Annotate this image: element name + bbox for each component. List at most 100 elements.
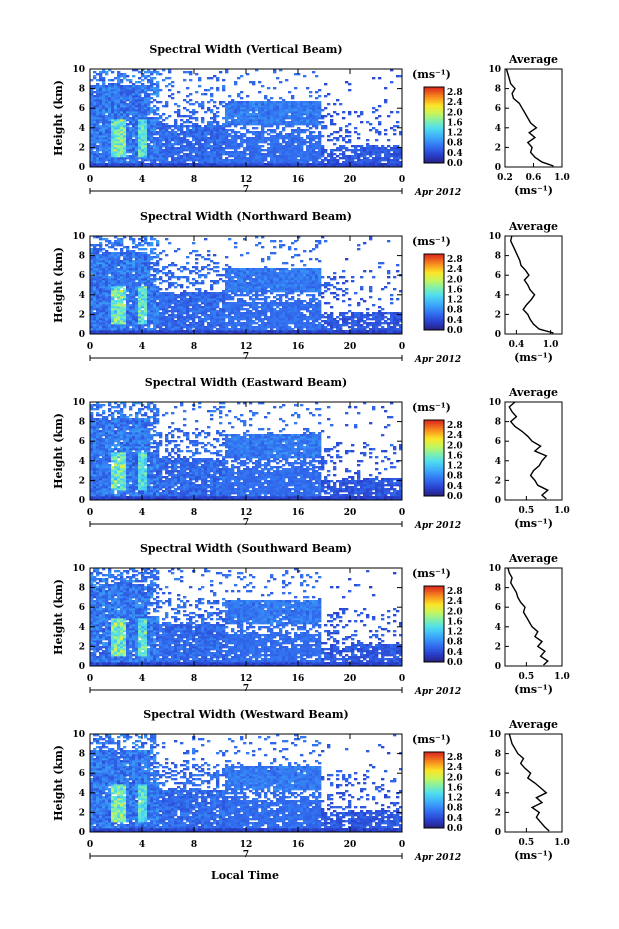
heatmap-cell — [360, 163, 364, 166]
heatmap-cell — [288, 103, 292, 106]
heatmap-cell — [117, 83, 121, 86]
heatmap-cell — [144, 145, 148, 148]
heatmap-cell — [93, 256, 97, 259]
heatmap-cell — [105, 135, 109, 138]
heatmap-cell — [258, 135, 262, 138]
heatmap-cell — [252, 314, 256, 317]
heatmap-cell — [342, 161, 346, 164]
heatmap-cell — [108, 280, 112, 283]
heatmap-cell — [246, 103, 250, 106]
heatmap-cell — [90, 280, 94, 283]
heatmap-cell — [93, 316, 97, 319]
heatmap-cell — [102, 318, 106, 321]
heatmap-cell — [96, 302, 100, 305]
heatmap-cell — [114, 89, 118, 92]
heatmap-cell — [180, 161, 184, 164]
heatmap-cell — [159, 135, 163, 138]
heatmap-cell — [102, 163, 106, 166]
heatmap-cell — [189, 314, 193, 317]
heatmap-cell — [249, 284, 253, 287]
heatmap-cell — [135, 85, 139, 88]
heatmap-cell — [138, 115, 142, 118]
heatmap-cell — [108, 310, 112, 313]
heatmap-cell — [111, 85, 115, 88]
heatmap-cell — [111, 87, 115, 90]
heatmap-cell — [144, 284, 148, 287]
heatmap-cell — [294, 155, 298, 158]
colorbar-segment — [424, 94, 444, 97]
heatmap-cell — [162, 139, 166, 142]
heatmap-cell — [234, 161, 238, 164]
heatmap-cell — [129, 280, 133, 283]
heatmap-cell — [165, 101, 169, 104]
heatmap-cell — [192, 123, 196, 126]
heatmap-cell — [102, 85, 106, 88]
heatmap-cell — [222, 324, 226, 327]
heatmap-cell — [90, 316, 94, 319]
heatmap-cell — [126, 151, 130, 154]
heatmap-cell — [102, 119, 106, 122]
heatmap-cell — [99, 304, 103, 307]
heatmap-cell — [135, 254, 139, 257]
heatmap-cell — [150, 304, 154, 307]
heatmap-cell — [237, 115, 241, 118]
heatmap-cell — [204, 131, 208, 134]
heatmap-cell — [96, 147, 100, 150]
heatmap-cell — [348, 83, 352, 86]
heatmap-cell — [96, 272, 100, 275]
heatmap-cell — [189, 308, 193, 311]
heatmap-cell — [294, 145, 298, 148]
heatmap-cell — [108, 282, 112, 285]
heatmap-cell — [201, 105, 205, 108]
heatmap-cell — [300, 151, 304, 154]
heatmap-cell — [108, 121, 112, 124]
heatmap-cell — [372, 147, 376, 150]
colorbar-segment — [424, 149, 444, 152]
heatmap-cell — [153, 109, 157, 112]
heatmap-cell — [147, 288, 151, 291]
heatmap-cell — [270, 141, 274, 144]
heatmap-cell — [189, 300, 193, 303]
heatmap-cell — [231, 296, 235, 299]
heatmap-cell — [156, 127, 160, 130]
heatmap-cell — [222, 153, 226, 156]
heatmap-cell — [237, 103, 241, 106]
heatmap-cell — [285, 143, 289, 146]
heatmap-cell — [135, 320, 139, 323]
heatmap-cell — [111, 310, 115, 313]
heatmap-cell — [195, 262, 199, 265]
heatmap-cell — [201, 312, 205, 315]
heatmap-cell — [153, 286, 157, 289]
heatmap-cell — [309, 143, 313, 146]
heatmap-cell — [129, 284, 133, 287]
heatmap-cell — [342, 153, 346, 156]
heatmap-cell — [246, 316, 250, 319]
heatmap-cell — [201, 129, 205, 132]
heatmap-cell — [111, 117, 115, 120]
heatmap-cell — [180, 304, 184, 307]
heatmap-cell — [255, 268, 259, 271]
heatmap-cell — [198, 157, 202, 160]
heatmap-cell — [138, 260, 142, 263]
heatmap-cell — [210, 151, 214, 154]
heatmap-cell — [120, 242, 124, 245]
heatmap-cell — [150, 155, 154, 158]
heatmap-cell — [243, 318, 247, 321]
heatmap-cell — [162, 129, 166, 132]
heatmap-cell — [108, 254, 112, 257]
heatmap-cell — [171, 272, 175, 275]
heatmap-cell — [162, 328, 166, 331]
heatmap-cell — [309, 91, 313, 94]
heatmap-cell — [222, 117, 226, 120]
heatmap-cell — [252, 326, 256, 329]
heatmap-cell — [255, 145, 259, 148]
heatmap-cell — [297, 107, 301, 110]
colorbar-tick-label: 2.8 — [447, 88, 463, 98]
heatmap-cell — [240, 165, 244, 168]
heatmap-cell — [102, 270, 106, 273]
heatmap-cell — [144, 133, 148, 136]
heatmap-cell — [114, 163, 118, 166]
heatmap-cell — [192, 145, 196, 148]
heatmap-cell — [147, 109, 151, 112]
heatmap-cell — [231, 268, 235, 271]
